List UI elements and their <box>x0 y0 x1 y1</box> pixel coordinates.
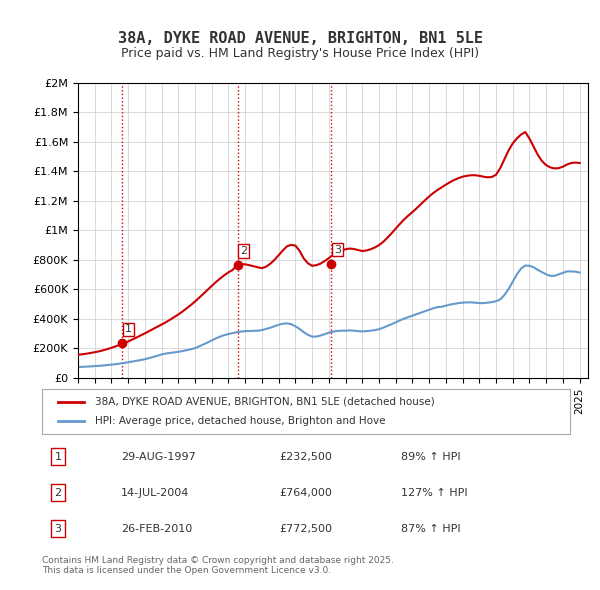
Text: 3: 3 <box>55 523 61 533</box>
Text: Contains HM Land Registry data © Crown copyright and database right 2025.
This d: Contains HM Land Registry data © Crown c… <box>42 556 394 575</box>
Text: 87% ↑ HPI: 87% ↑ HPI <box>401 523 461 533</box>
Text: £232,500: £232,500 <box>280 452 332 462</box>
Text: 14-JUL-2004: 14-JUL-2004 <box>121 488 190 497</box>
Text: 127% ↑ HPI: 127% ↑ HPI <box>401 488 467 497</box>
Text: 26-FEB-2010: 26-FEB-2010 <box>121 523 193 533</box>
Text: 38A, DYKE ROAD AVENUE, BRIGHTON, BN1 5LE (detached house): 38A, DYKE ROAD AVENUE, BRIGHTON, BN1 5LE… <box>95 397 434 407</box>
Text: HPI: Average price, detached house, Brighton and Hove: HPI: Average price, detached house, Brig… <box>95 417 385 426</box>
Text: Price paid vs. HM Land Registry's House Price Index (HPI): Price paid vs. HM Land Registry's House … <box>121 47 479 60</box>
Text: 2: 2 <box>54 488 61 497</box>
Text: 38A, DYKE ROAD AVENUE, BRIGHTON, BN1 5LE: 38A, DYKE ROAD AVENUE, BRIGHTON, BN1 5LE <box>118 31 482 46</box>
Text: 1: 1 <box>55 452 61 462</box>
Text: £764,000: £764,000 <box>280 488 332 497</box>
Text: 1: 1 <box>125 324 132 335</box>
Text: 29-AUG-1997: 29-AUG-1997 <box>121 452 196 462</box>
Text: £772,500: £772,500 <box>280 523 332 533</box>
Text: 2: 2 <box>240 246 247 256</box>
Text: 89% ↑ HPI: 89% ↑ HPI <box>401 452 461 462</box>
Text: 3: 3 <box>334 245 341 255</box>
